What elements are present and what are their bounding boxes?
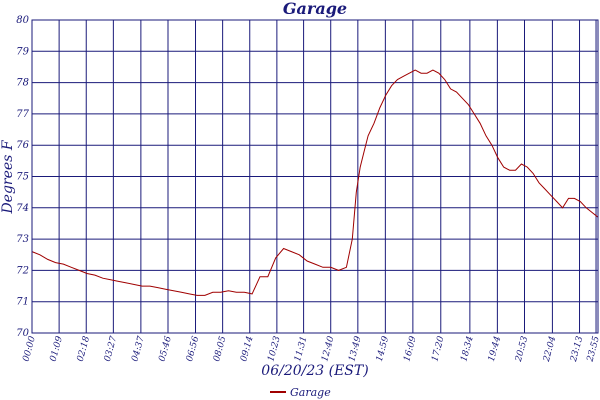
plot-frame: [31, 19, 599, 334]
y-tick-label: 75: [16, 172, 29, 183]
x-tick-label: 11:31: [293, 335, 309, 363]
x-tick-label: 14:59: [375, 335, 391, 363]
y-axis-label: Degrees F: [0, 139, 16, 214]
y-tick-label: 74: [16, 203, 29, 214]
y-tick-label: 72: [16, 265, 29, 276]
legend-label-garage: Garage: [290, 386, 331, 399]
x-tick-label: 17:20: [430, 335, 446, 363]
x-axis-label: 06/20/23 (EST): [261, 363, 368, 379]
x-tick-label: 20:53: [514, 335, 531, 364]
y-tick-label: 73: [16, 234, 29, 245]
x-tick-label: 08:05: [212, 335, 228, 363]
y-tick-label: 71: [16, 297, 29, 308]
x-tick-label: 04:37: [130, 335, 146, 363]
y-tick-label: 78: [16, 78, 29, 89]
x-tick-label: 23:13: [569, 335, 586, 364]
x-tick-label: 00:00: [22, 335, 38, 363]
x-tick-label: 05:46: [158, 335, 174, 363]
grid: [31, 19, 598, 334]
y-tick-label: 79: [16, 46, 29, 57]
chart-title: Garage: [283, 0, 347, 18]
x-tick-label: 03:27: [103, 335, 119, 363]
x-tick-label: 12:40: [320, 335, 336, 363]
legend: Garage: [270, 386, 331, 399]
y-tick-label: 77: [16, 109, 29, 120]
x-tick-label: 13:49: [347, 335, 363, 363]
x-tick-label: 01:09: [49, 335, 65, 363]
x-tick-label: 09:14: [239, 335, 255, 363]
y-tick-label: 80: [16, 15, 29, 26]
y-tick-label: 76: [16, 140, 29, 151]
x-tick-label: 18:34: [459, 335, 475, 363]
series-line-garage: [31, 69, 599, 296]
x-tick-label: 19:44: [487, 335, 503, 363]
x-tick-label: 23:55: [585, 335, 600, 364]
x-tick-label: 06:56: [185, 335, 201, 363]
x-tick-label: 10:23: [266, 335, 282, 363]
x-tick-label: 02:18: [76, 335, 92, 363]
x-tick-label: 16:09: [402, 335, 418, 363]
y-tick-label: 70: [16, 328, 29, 339]
x-tick-label: 22:04: [542, 335, 559, 364]
x-axis-ticks: 00:00 01:09 02:18 03:27 04:37 05:46 06:56 08:05…: [22, 335, 600, 364]
y-axis-ticks: 70 71 72 73 74 75 76 77 78 79 80: [16, 15, 29, 339]
